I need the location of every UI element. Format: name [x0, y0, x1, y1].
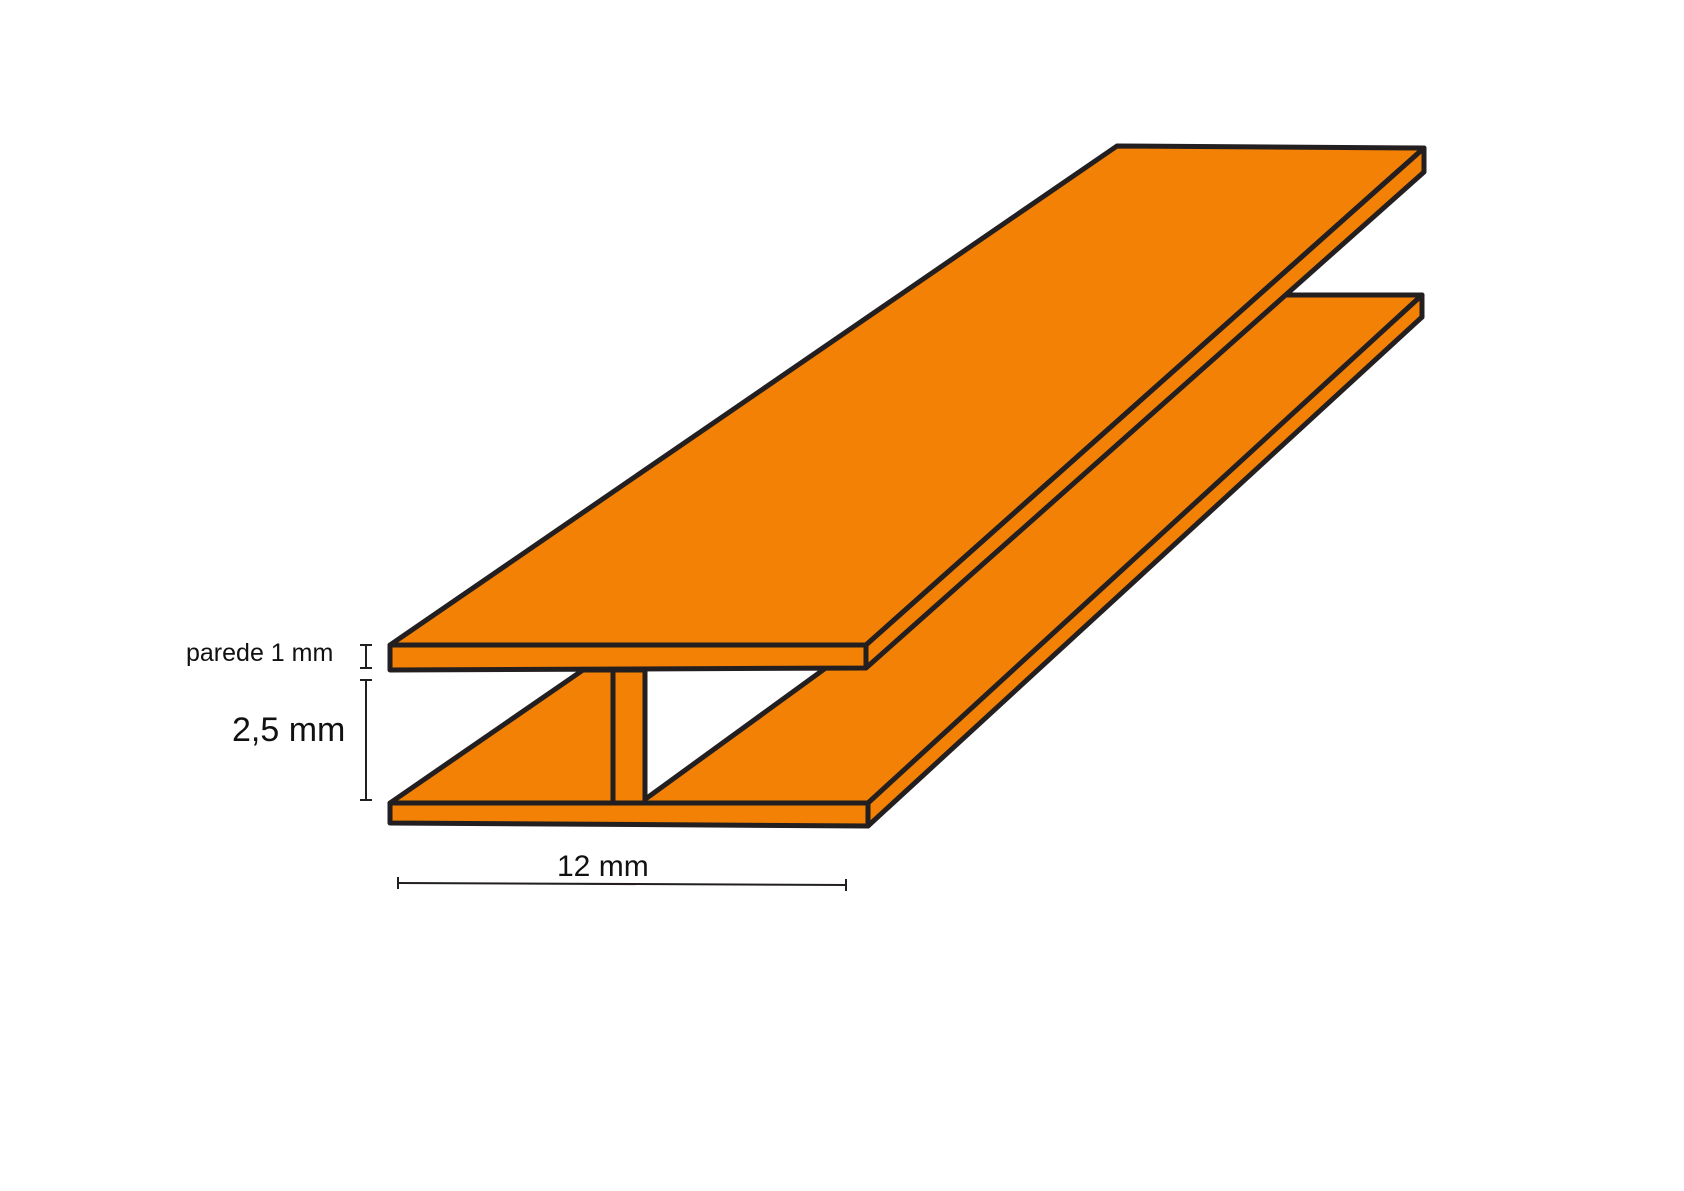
web-front-face	[610, 667, 648, 806]
bottom-flange-left-slope	[387, 667, 616, 806]
wall-thickness-label: parede 1 mm	[186, 639, 334, 667]
top-flange-front-face	[387, 642, 869, 673]
width-line	[397, 882, 847, 886]
dimension-lines	[360, 644, 847, 891]
height-dimension-label: 2,5 mm	[232, 711, 346, 749]
bottom-flange-front-face	[387, 800, 871, 829]
h-profile-drawing	[387, 143, 1427, 829]
width-dimension-label: 12 mm	[557, 850, 649, 883]
